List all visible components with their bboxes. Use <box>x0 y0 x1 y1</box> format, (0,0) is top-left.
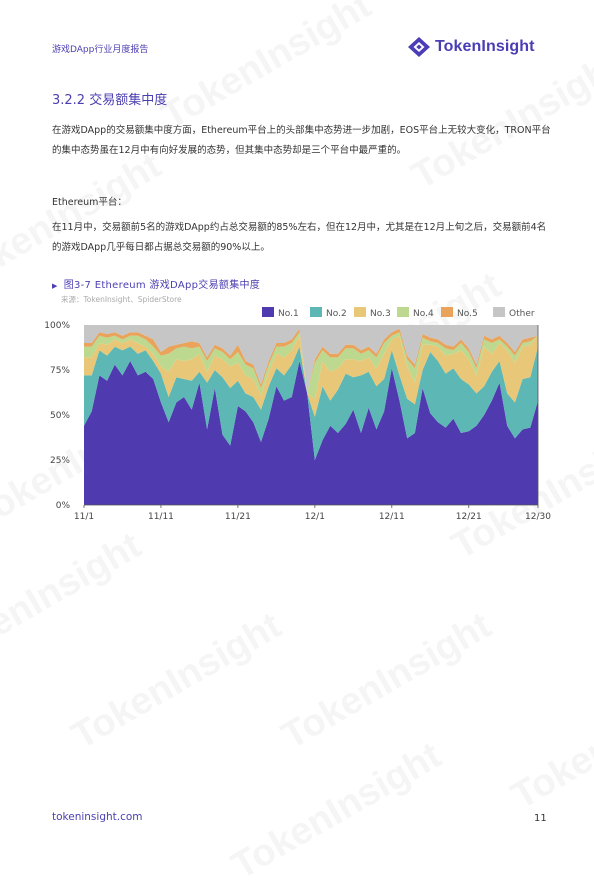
page-number: 11 <box>534 813 547 824</box>
x-tick-label: 12/30 <box>525 512 551 522</box>
area-series-no2 <box>84 346 538 460</box>
legend-swatch-no4 <box>397 307 409 317</box>
stacked-area-chart: 0% 25% 50% 75% 100% 11/1 11/11 11/21 12/1 12/11 12… <box>44 307 551 522</box>
area-series-other <box>84 325 538 394</box>
y-tick-label: 100% <box>44 321 70 331</box>
x-tick-label: 11/1 <box>74 512 94 522</box>
section-heading: 3.2.2 交易额集中度 <box>52 93 168 108</box>
x-tick-label: 12/21 <box>456 512 482 522</box>
legend-swatch-no3 <box>354 307 366 317</box>
watermark: TokenInsight <box>154 0 379 138</box>
legend-swatch-no2 <box>310 307 322 317</box>
paragraph: 在11月中，交易额前5名的游戏DApp约占总交易额的85%左右，但在12月中，尤… <box>52 222 547 253</box>
area-series-no4 <box>84 332 538 399</box>
legend-label-no3: No.3 <box>370 309 391 319</box>
footer-url[interactable]: tokeninsight.com <box>52 811 143 823</box>
x-tick-label: 12/1 <box>305 512 325 522</box>
legend-label-other: Other <box>509 309 535 319</box>
figure-caption-text: 图3-7 Ethereum 游戏DApp交易额集中度 <box>63 280 261 291</box>
y-tick-label: 0% <box>56 501 71 511</box>
legend-label-no5: No.5 <box>457 309 478 319</box>
paragraph: 在游戏DApp的交易额集中度方面，Ethereum平台上的头部集中态势进一步加剧… <box>52 125 551 156</box>
legend-swatch-other <box>493 307 505 317</box>
subheading: Ethereum平台： <box>52 197 127 208</box>
watermark: TokenInsight <box>0 524 149 678</box>
caption-triangle-icon: ▶ <box>52 282 58 290</box>
x-tick-label: 11/21 <box>225 512 251 522</box>
area-series-no1 <box>84 361 538 505</box>
legend-swatch-no1 <box>262 307 274 317</box>
legend-label-no1: No.1 <box>278 309 299 319</box>
watermark: TokenInsight <box>504 664 594 818</box>
watermark: TokenInsight <box>64 604 289 758</box>
x-tick-label: 11/11 <box>148 512 174 522</box>
y-tick-label: 25% <box>50 456 70 466</box>
legend-label-no2: No.2 <box>326 309 347 319</box>
figure-source: 来源：TokenInsight、SpiderStore <box>61 295 182 304</box>
report-title: 游戏DApp行业月度报告 <box>52 45 149 55</box>
y-tick-label: 50% <box>50 411 70 421</box>
area-series-no3 <box>84 335 538 417</box>
x-tick-label: 12/11 <box>379 512 405 522</box>
legend-swatch-no5 <box>441 307 453 317</box>
watermark: TokenInsight <box>274 604 499 758</box>
area-series-no5 <box>84 328 538 394</box>
logo-text: TokenInsight <box>435 38 535 55</box>
figure-caption: ▶ 图3-7 Ethereum 游戏DApp交易额集中度 <box>52 276 260 291</box>
legend-label-no4: No.4 <box>413 309 434 319</box>
watermark: TokenInsight <box>224 734 449 888</box>
logo: TokenInsight <box>408 37 535 57</box>
tokeninsight-logo-icon <box>408 37 430 57</box>
y-tick-label: 75% <box>50 366 70 376</box>
